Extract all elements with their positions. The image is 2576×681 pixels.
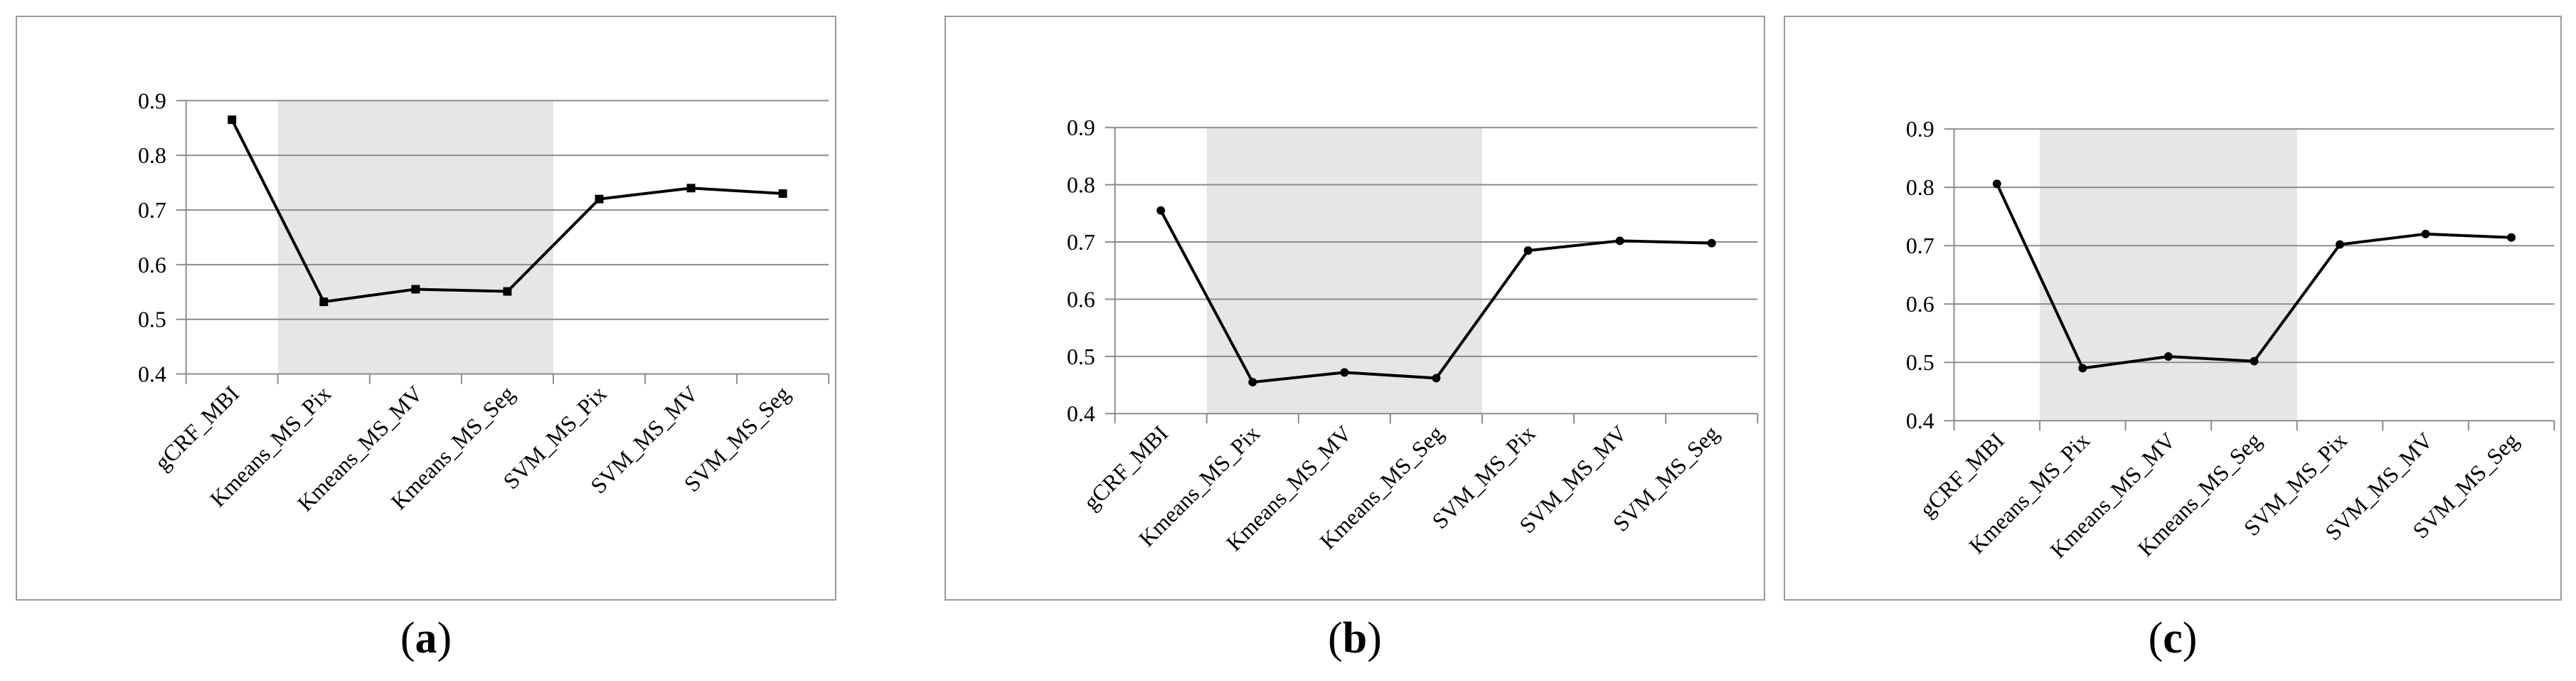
caption-a: (a) <box>400 614 452 662</box>
data-point-b <box>1707 238 1716 248</box>
data-point-c <box>1992 179 2001 189</box>
y-tick-label-c: 0.9 <box>1906 117 1934 142</box>
data-point-a <box>686 184 696 193</box>
data-point-c <box>2078 364 2087 373</box>
highlight-band-b <box>1206 127 1482 414</box>
data-point-b <box>1156 206 1166 215</box>
data-point-c <box>2336 240 2344 249</box>
data-point-a <box>595 194 604 204</box>
caption-c-letter: c <box>2163 614 2183 662</box>
caption-b: (b) <box>1328 614 1382 662</box>
caption-a-letter: a <box>415 614 437 662</box>
x-tick-label-c: gCRF_MBI <box>1915 428 2008 522</box>
data-point-a <box>411 285 420 294</box>
line-chart-a: 0.40.50.60.70.80.9gCRF_MBIKmeans_MS_PixK… <box>138 88 830 516</box>
data-point-c <box>2250 357 2259 366</box>
y-tick-label-c: 0.8 <box>1906 175 1934 200</box>
data-point-b <box>1248 378 1257 387</box>
caption-b-letter: b <box>1342 614 1368 662</box>
data-point-b <box>1340 368 1349 377</box>
data-point-c <box>2163 352 2173 361</box>
y-tick-label-a: 0.4 <box>138 361 166 386</box>
y-tick-label-a: 0.6 <box>138 253 166 278</box>
highlight-band-c <box>2040 129 2297 421</box>
data-point-a <box>319 297 329 307</box>
y-tick-label-a: 0.5 <box>138 307 166 332</box>
y-tick-label-b: 0.9 <box>1067 115 1095 140</box>
y-tick-label-b: 0.7 <box>1067 230 1095 255</box>
y-tick-label-a: 0.7 <box>138 198 166 223</box>
y-tick-label-a: 0.8 <box>138 143 166 168</box>
line-chart-b: 0.40.50.60.70.80.9gCRF_MBIKmeans_MS_PixK… <box>1067 115 1759 556</box>
y-tick-label-a: 0.9 <box>138 88 166 113</box>
y-tick-label-c: 0.5 <box>1906 350 1934 375</box>
caption-c: (c) <box>2148 614 2198 662</box>
y-tick-label-b: 0.6 <box>1067 287 1095 312</box>
data-point-a <box>228 115 237 125</box>
y-tick-label-c: 0.4 <box>1906 408 1934 433</box>
x-tick-label-a: gCRF_MBI <box>150 381 244 475</box>
y-tick-label-c: 0.7 <box>1906 233 1934 258</box>
x-tick-label-b: gCRF_MBI <box>1079 421 1173 514</box>
data-point-a <box>778 189 787 198</box>
data-point-b <box>1523 246 1533 255</box>
y-tick-label-b: 0.4 <box>1067 401 1095 426</box>
y-tick-label-c: 0.6 <box>1906 292 1934 317</box>
data-point-c <box>2421 229 2430 238</box>
line-chart-c: 0.40.50.60.70.80.9gCRF_MBIKmeans_MS_PixK… <box>1906 117 2555 563</box>
data-point-b <box>1432 374 1441 383</box>
y-tick-label-b: 0.5 <box>1067 344 1095 369</box>
chart-panel-b: 0.4 0.5 0.6 0.7 0.8 0.9 gCRF_MBI Kmeans_MS_Pix K… <box>944 16 1765 601</box>
y-tick-label-b: 0.8 <box>1067 173 1095 198</box>
chart-panel-c: 0.4 0.5 0.6 0.7 0.8 0.9 gCRF_MBI Kmeans_MS_Pix K… <box>1784 16 2562 601</box>
highlight-band-a <box>277 100 553 374</box>
data-point-c <box>2507 233 2516 242</box>
data-point-a <box>503 287 512 296</box>
data-point-b <box>1615 236 1624 246</box>
chart-panel-a: 0.4 0.5 0.6 0.7 0.8 0.9 gCRF_MBI Kmeans_MS_Pix K… <box>16 16 836 601</box>
